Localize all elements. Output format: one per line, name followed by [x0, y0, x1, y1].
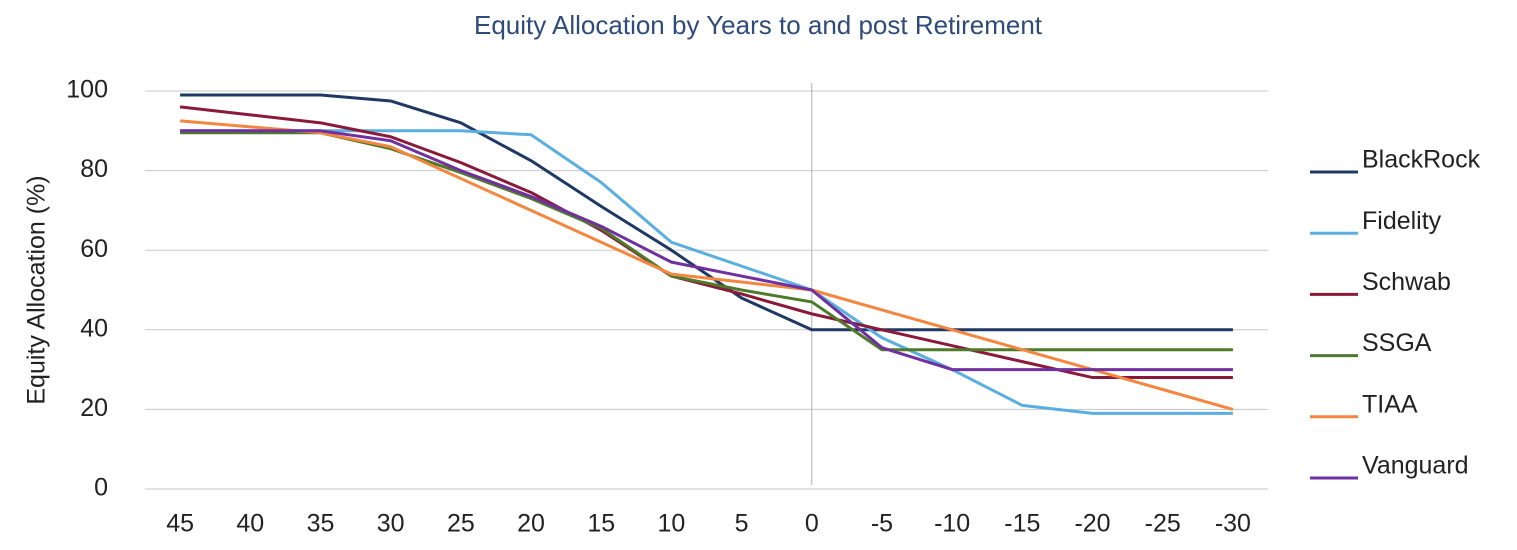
x-tick-label: 45	[166, 510, 194, 538]
series-line	[180, 129, 1233, 372]
legend-label: BlackRock	[1362, 146, 1481, 174]
x-tick-label: -30	[1215, 510, 1251, 538]
legend-label: TIAA	[1362, 390, 1418, 418]
x-tick-label: -5	[871, 510, 893, 538]
legend-label: Fidelity	[1362, 207, 1442, 235]
x-tick-label: 15	[587, 510, 615, 538]
x-tick-label: 30	[377, 510, 405, 538]
x-tick-label: 20	[517, 510, 545, 538]
x-tick-label: -20	[1074, 510, 1110, 538]
series-line	[179, 119, 1234, 411]
x-tick-label: 35	[307, 510, 335, 538]
series-line	[179, 105, 1233, 380]
legend-label: Vanguard	[1362, 452, 1469, 480]
legend-label: Schwab	[1362, 268, 1451, 296]
x-tick-label: 25	[447, 510, 475, 538]
series-line	[180, 93, 1233, 332]
x-tick-label: 0	[805, 510, 819, 538]
y-axis-label: Equity Allocation (%)	[23, 175, 51, 404]
y-tick-label: 0	[94, 474, 108, 502]
x-tick-label: -15	[1004, 510, 1040, 538]
series-line	[180, 131, 1233, 352]
y-tick-label: 40	[80, 314, 108, 342]
chart-title: Equity Allocation by Years to and post R…	[474, 10, 1043, 40]
y-tick-label: 80	[80, 155, 108, 183]
x-tick-label: 40	[236, 510, 264, 538]
x-tick-label: 5	[735, 510, 749, 538]
y-tick-label: 60	[80, 235, 108, 263]
legend-label: SSGA	[1362, 329, 1432, 357]
y-tick-label: 100	[66, 76, 108, 104]
y-tick-label: 20	[80, 394, 108, 422]
x-tick-label: -10	[934, 510, 970, 538]
x-tick-label: -25	[1145, 510, 1181, 538]
x-tick-label: 10	[658, 510, 686, 538]
